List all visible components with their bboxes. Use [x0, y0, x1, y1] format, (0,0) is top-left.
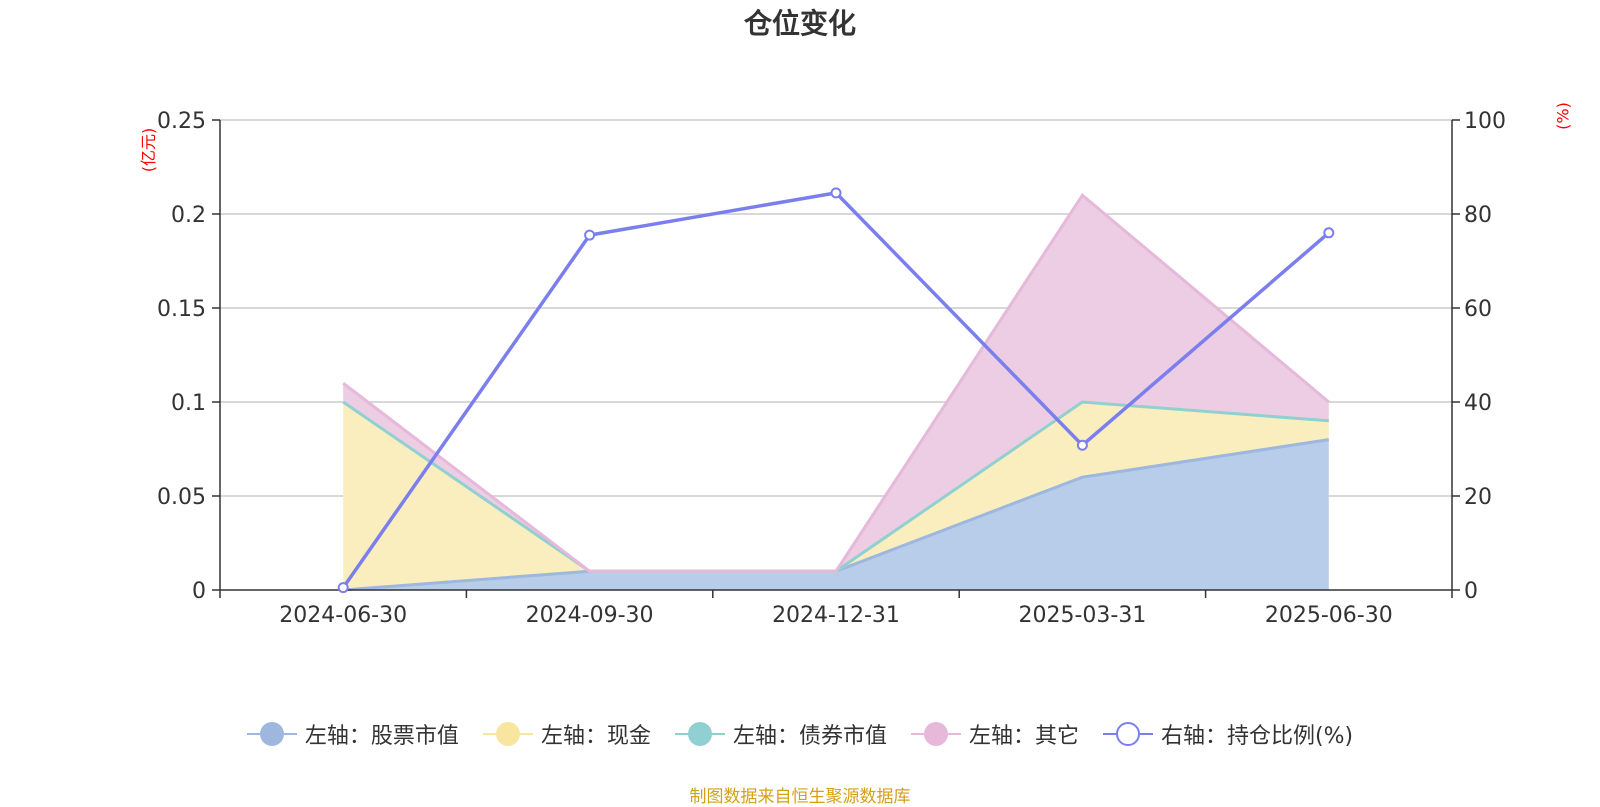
ratio-point: [337, 582, 349, 594]
legend-item[interactable]: 左轴：现金: [482, 718, 651, 750]
legend-item[interactable]: 左轴：股票市值: [246, 718, 459, 750]
legend-label: 左轴：现金: [540, 724, 651, 749]
left-tick-label: 0: [192, 579, 206, 604]
right-tick-label: 80: [1464, 203, 1492, 228]
legend-marker-icon: [910, 720, 961, 748]
left-tick-label: 0.25: [157, 109, 206, 134]
legend-item[interactable]: 左轴：债券市值: [674, 718, 887, 750]
x-tick-label: 2024-09-30: [526, 603, 654, 628]
legend-label: 右轴：持仓比例(%): [1160, 724, 1354, 749]
legend-marker-icon: [246, 720, 297, 748]
right-tick-label: 20: [1464, 485, 1492, 510]
x-tick-label: 2024-06-30: [279, 603, 407, 628]
legend-label: 左轴：其它: [968, 724, 1079, 749]
legend: 左轴：股票市值 左轴：现金 左轴：债券市值 左轴：其它 右轴：持仓比例(%): [0, 718, 1600, 750]
left-tick-label: 0.15: [157, 297, 206, 322]
legend-marker-icon: [674, 720, 725, 748]
legend-label: 左轴：股票市值: [304, 724, 459, 749]
right-tick-label: 100: [1464, 109, 1506, 134]
area-3: [343, 195, 1329, 572]
legend-label: 左轴：债券市值: [732, 724, 887, 749]
ratio-point: [584, 229, 596, 241]
legend-item[interactable]: 右轴：持仓比例(%): [1102, 718, 1354, 750]
legend-marker-icon: [1102, 720, 1153, 748]
right-tick-label: 60: [1464, 297, 1492, 322]
x-tick-label: 2024-12-31: [772, 603, 900, 628]
right-tick-label: 40: [1464, 391, 1492, 416]
chart-title: 仓位变化: [743, 7, 856, 40]
left-tick-label: 0.2: [171, 203, 206, 228]
right-tick-label: 0: [1464, 579, 1478, 604]
area-edge-3: [342, 192, 1330, 573]
legend-marker-icon: [482, 720, 533, 748]
legend-item[interactable]: 左轴：其它: [910, 718, 1079, 750]
x-tick-label: 2025-03-31: [1018, 603, 1146, 628]
left-tick-label: 0.1: [171, 391, 206, 416]
left-tick-label: 0.05: [157, 485, 206, 510]
x-tick-label: 2025-06-30: [1265, 603, 1393, 628]
ratio-point: [1076, 439, 1088, 451]
source-note: 制图数据来自恒生聚源数据库: [689, 787, 911, 807]
ratio-point: [1323, 227, 1335, 239]
ratio-point: [830, 187, 842, 199]
